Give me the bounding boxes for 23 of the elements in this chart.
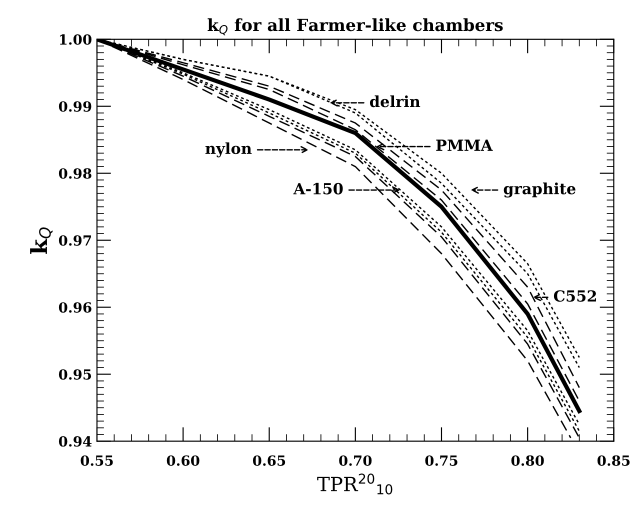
x-tick-label: 0.80	[511, 455, 544, 466]
y-tick-label: 0.96	[58, 302, 92, 313]
y-axis-title: k$_{Q}$	[30, 227, 53, 254]
annotation: C552	[554, 290, 596, 302]
x-tick-label: 0.70	[339, 455, 372, 466]
annotation: A-150	[293, 182, 343, 194]
x-tick-label: 0.65	[252, 455, 286, 466]
y-tick-label: 0.98	[58, 168, 92, 179]
annotation: graphite	[504, 182, 576, 198]
x-tick-label: 0.60	[166, 455, 200, 466]
annotation: delrin	[370, 95, 420, 108]
y-tick-label: 0.99	[58, 101, 92, 112]
chart-title: k$_{Q}$ for all Farmer-like chambers	[208, 18, 503, 36]
y-tick-label: 0.94	[58, 436, 92, 447]
x-axis-title: TPR$^{20}$$_{10}$	[317, 474, 392, 494]
annotation: nylon	[205, 142, 252, 158]
x-tick-label: 0.75	[425, 455, 458, 466]
x-tick-label: 0.85	[597, 455, 630, 466]
x-tick-label: 0.55	[80, 455, 113, 466]
y-tick-label: 1.00	[60, 34, 92, 45]
annotation: PMMA	[436, 140, 493, 151]
y-tick-label: 0.97	[58, 235, 91, 246]
y-tick-label: 0.95	[58, 369, 92, 380]
